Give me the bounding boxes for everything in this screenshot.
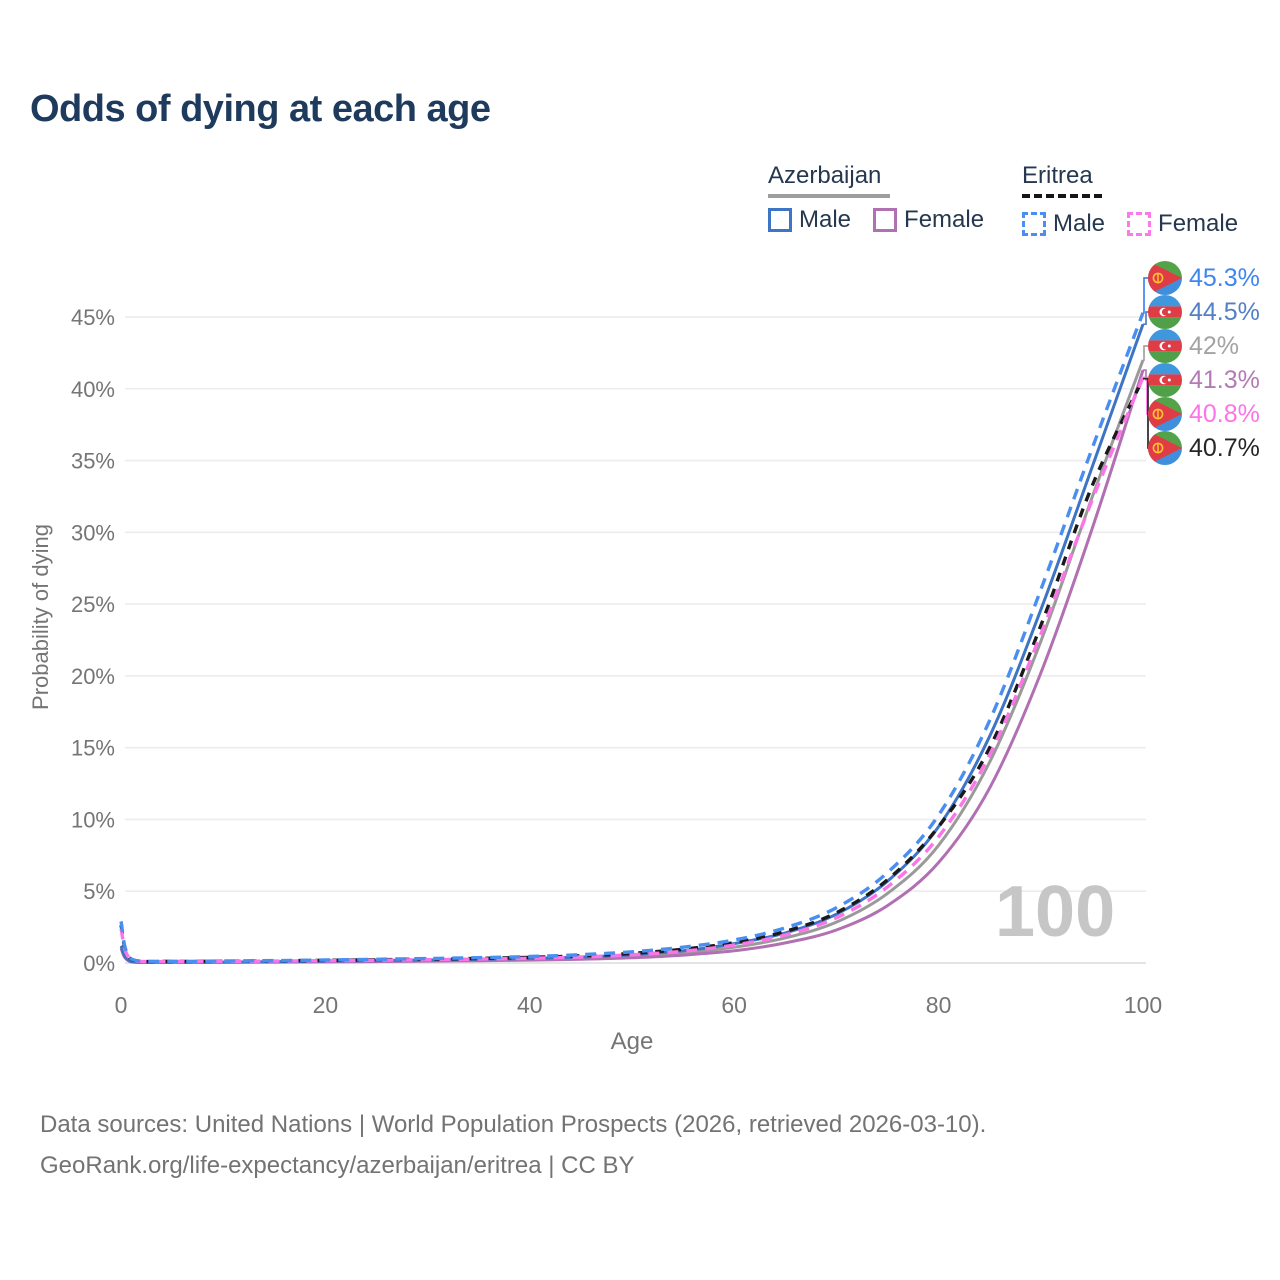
legend-label-azerbaijan-female[interactable]: Female	[904, 206, 985, 233]
legend-group-eritrea: Eritrea Male Female	[1022, 162, 1260, 238]
end-label-eritrea-row: 40.7%	[1148, 431, 1260, 465]
y-tick-label: 5%	[83, 879, 115, 904]
azerbaijan-flag-icon	[1148, 329, 1182, 363]
azerbaijan-flag-icon	[1148, 295, 1182, 329]
legend-label-eritrea-female[interactable]: Female	[1158, 210, 1239, 237]
y-tick-label: 45%	[71, 305, 115, 330]
line-azerbaijan-both[interactable]	[119, 359, 1145, 964]
y-tick-label: 30%	[71, 520, 115, 545]
y-tick-label: 35%	[71, 449, 115, 474]
legend-underline-dashed	[1022, 194, 1102, 202]
legend-country-azerbaijan[interactable]: Azerbaijan	[768, 162, 882, 189]
end-label-eritrea-row: 45.3%	[1148, 261, 1260, 295]
legend-label-eritrea-male[interactable]: Male	[1053, 210, 1106, 237]
legend-underline-solid	[768, 194, 890, 198]
legend-label-azerbaijan-male[interactable]: Male	[799, 206, 852, 233]
legend-group-azerbaijan: Azerbaijan Male Female	[768, 162, 1006, 234]
end-label-value: 44.5%	[1189, 297, 1260, 326]
x-tick-label: 0	[115, 992, 128, 1018]
y-tick-label: 15%	[71, 736, 115, 761]
x-axis-title: Age	[611, 1028, 654, 1055]
eritrea-flag-icon	[1148, 431, 1182, 465]
x-tick-label: 100	[1124, 992, 1162, 1018]
x-tick-label: 60	[721, 992, 747, 1018]
footer-attribution: GeoRank.org/life-expectancy/azerbaijan/e…	[40, 1152, 635, 1179]
azerbaijan-flag-icon	[1148, 363, 1182, 397]
end-label-value: 42%	[1189, 331, 1240, 360]
y-tick-label: 10%	[71, 807, 115, 832]
legend-swatch-azerbaijan-male[interactable]	[768, 208, 792, 232]
line-azerbaijan-male[interactable]	[119, 323, 1145, 964]
y-axis-title: Probability of dying	[28, 524, 53, 710]
page-title: Odds of dying at each age	[30, 88, 491, 130]
end-label-azerbaijan-row: 42%	[1148, 329, 1239, 363]
legend-swatch-azerbaijan-female[interactable]	[873, 208, 898, 232]
end-label-value: 40.8%	[1189, 399, 1260, 428]
line-azerbaijan-female[interactable]	[119, 369, 1145, 965]
line-eritrea-both[interactable]	[119, 377, 1145, 964]
age-counter-watermark: 100	[995, 872, 1116, 952]
y-tick-label: 0%	[83, 951, 115, 976]
footer-data-sources: Data sources: United Nations | World Pop…	[40, 1111, 987, 1138]
x-tick-label: 80	[926, 992, 952, 1018]
y-tick-label: 40%	[71, 377, 115, 402]
legend-swatch-eritrea-male[interactable]	[1022, 212, 1046, 236]
end-label-value: 41.3%	[1189, 365, 1260, 394]
x-tick-label: 40	[517, 992, 543, 1018]
line-eritrea-male[interactable]	[119, 312, 1145, 964]
legend-country-eritrea[interactable]: Eritrea	[1022, 162, 1093, 189]
y-tick-label: 25%	[71, 592, 115, 617]
end-label-value: 45.3%	[1189, 263, 1260, 292]
y-tick-label: 20%	[71, 664, 115, 689]
end-label-value: 40.7%	[1189, 433, 1260, 462]
eritrea-flag-icon	[1148, 397, 1182, 431]
end-label-eritrea-row: 40.8%	[1148, 397, 1260, 431]
line-eritrea-female[interactable]	[119, 376, 1145, 964]
footer: Data sources: United Nations | World Pop…	[40, 1104, 986, 1186]
eritrea-flag-icon	[1148, 261, 1182, 295]
x-tick-label: 20	[313, 992, 339, 1018]
end-label-azerbaijan-row: 44.5%	[1148, 295, 1260, 329]
legend-swatch-eritrea-female[interactable]	[1127, 212, 1152, 236]
end-label-azerbaijan-row: 41.3%	[1148, 363, 1260, 397]
